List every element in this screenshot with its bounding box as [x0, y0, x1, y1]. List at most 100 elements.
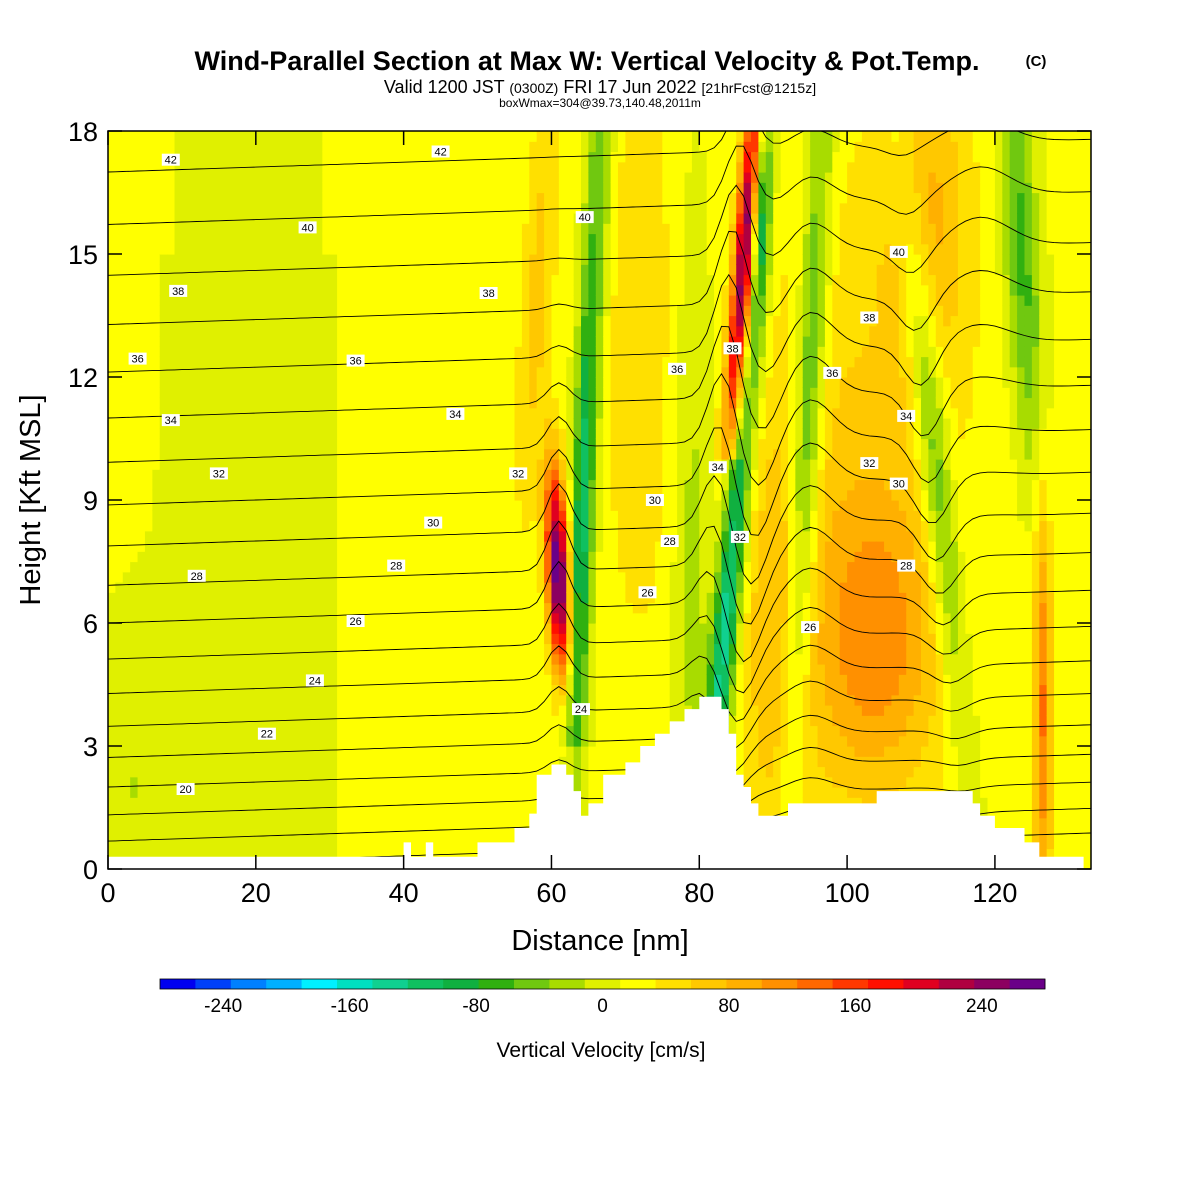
field-cell [174, 428, 183, 440]
field-cell [411, 551, 420, 563]
field-cell [189, 213, 198, 224]
field-cell [477, 407, 486, 419]
field-cell [233, 213, 242, 224]
field-cell [292, 705, 301, 716]
field-cell [108, 694, 116, 706]
field-cell [329, 428, 338, 440]
field-cell [263, 141, 272, 153]
field-cell [204, 807, 213, 819]
field-cell [204, 715, 213, 727]
field-cell [204, 848, 213, 860]
field-cell [462, 664, 471, 675]
field-cell [588, 756, 597, 768]
field-cell [477, 694, 486, 706]
field-cell [189, 623, 198, 634]
field-cell [521, 746, 530, 757]
field-cell [314, 602, 323, 614]
field-cell [425, 633, 434, 645]
field-cell [366, 336, 375, 347]
field-cell [108, 674, 116, 686]
field-cell [277, 336, 286, 347]
field-cell [329, 561, 338, 573]
field-cell [447, 643, 456, 655]
field-cell [366, 407, 375, 419]
field-cell [521, 161, 530, 173]
field-cell [462, 828, 471, 839]
field-cell [388, 387, 397, 399]
field-cell [544, 172, 553, 183]
field-cell [566, 541, 575, 552]
field-cell [292, 797, 301, 809]
field-cell [300, 848, 309, 860]
field-cell [344, 797, 353, 809]
field-cell [558, 735, 567, 747]
field-cell [499, 510, 508, 522]
field-cell [388, 500, 397, 511]
field-cell [484, 571, 493, 583]
field-cell [492, 715, 501, 727]
field-cell [307, 274, 316, 286]
field-cell [610, 592, 619, 604]
field-cell [544, 192, 553, 204]
field-cell [521, 561, 530, 573]
field-cell [359, 623, 368, 634]
field-cell [270, 336, 279, 347]
field-cell [381, 807, 390, 819]
field-cell [255, 735, 264, 747]
field-cell [314, 715, 323, 727]
field-cell [514, 366, 523, 378]
field-cell [152, 694, 161, 706]
field-cell [411, 561, 420, 573]
field-cell [484, 448, 493, 460]
field-cell [241, 366, 250, 378]
field-cell [477, 530, 486, 542]
field-cell [307, 151, 316, 163]
field-cell [322, 592, 331, 604]
field-cell [381, 479, 390, 491]
field-cell [462, 561, 471, 573]
field-cell [277, 151, 286, 163]
field-cell [211, 479, 220, 491]
field-cell [507, 213, 516, 224]
field-cell [285, 582, 294, 593]
field-cell [263, 500, 272, 511]
field-cell [115, 838, 124, 850]
field-cell [610, 202, 619, 214]
field-cell [359, 776, 368, 788]
field-cell [152, 305, 161, 317]
field-cell [233, 520, 242, 532]
field-cell [263, 489, 272, 501]
field-cell [122, 500, 131, 511]
field-cell [314, 571, 323, 583]
field-cell [241, 838, 250, 850]
field-cell [263, 305, 272, 317]
field-cell [470, 541, 479, 552]
field-cell [122, 356, 131, 368]
field-cell [263, 838, 272, 850]
field-cell [492, 315, 501, 327]
field-cell [292, 459, 301, 470]
field-cell [433, 213, 442, 224]
field-cell [610, 131, 619, 142]
field-cell [477, 264, 486, 276]
field-cell [218, 705, 227, 716]
field-cell [551, 377, 560, 388]
field-cell [226, 551, 235, 563]
field-cell [492, 202, 501, 214]
field-cell [514, 356, 523, 368]
field-cell [447, 592, 456, 604]
field-cell [329, 725, 338, 737]
field-cell [440, 336, 449, 347]
field-cell [189, 202, 198, 214]
field-cell [581, 684, 590, 696]
field-cell [492, 366, 501, 378]
field-cell [381, 182, 390, 194]
field-cell [366, 141, 375, 153]
field-cell [270, 254, 279, 265]
field-cell [189, 828, 198, 839]
field-cell [492, 520, 501, 532]
field-cell [581, 725, 590, 737]
field-cell [137, 643, 146, 655]
field-cell [115, 428, 124, 440]
field-cell [403, 469, 412, 481]
